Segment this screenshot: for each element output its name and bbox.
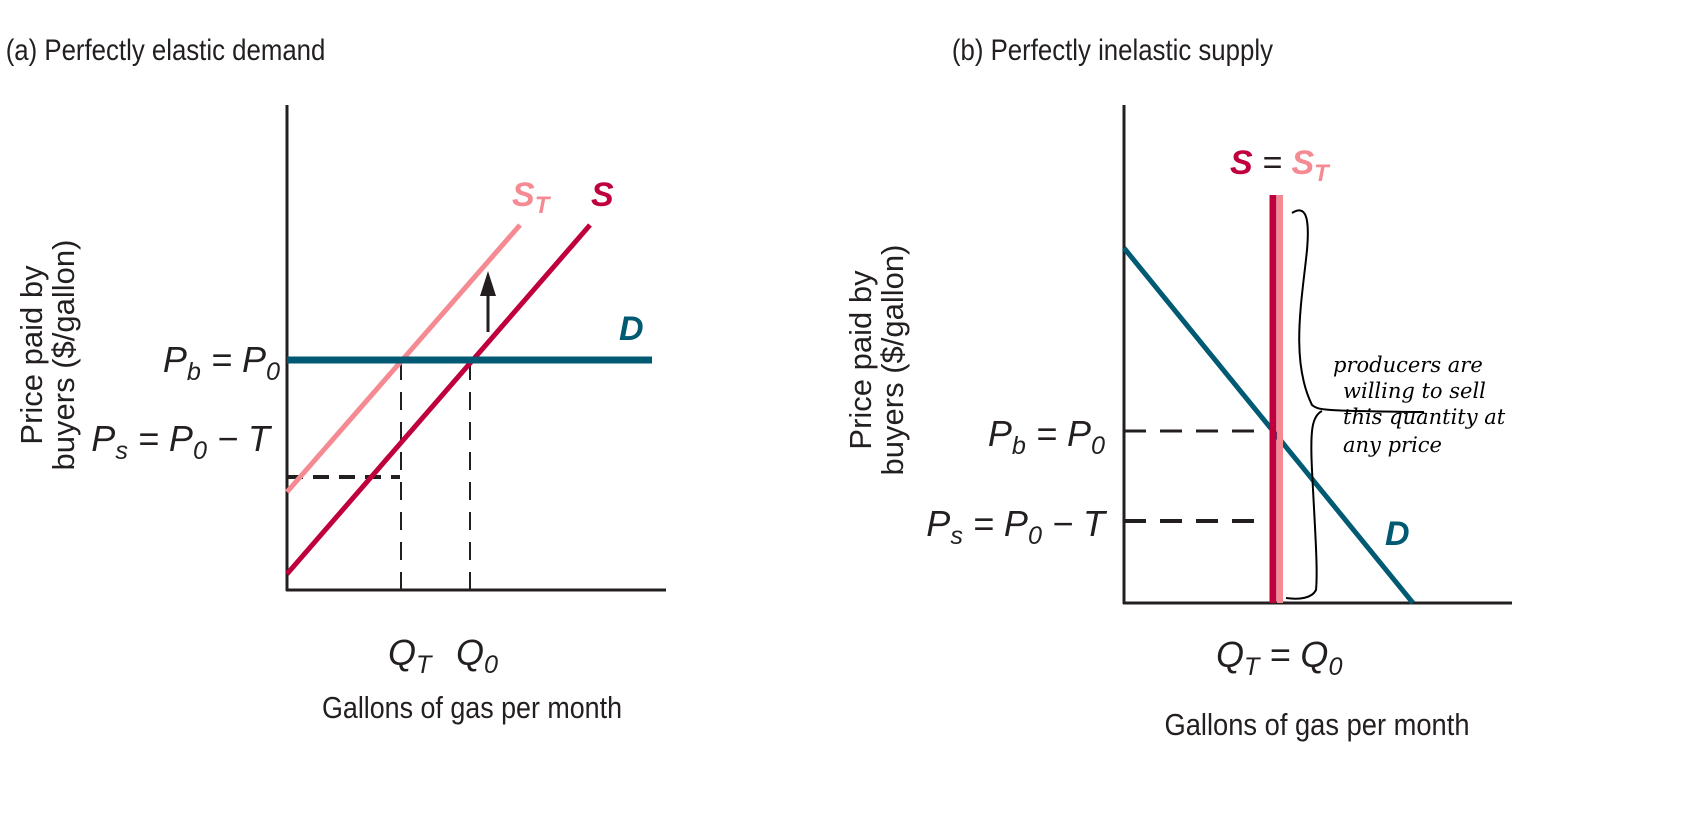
subscript: T <box>1314 160 1331 187</box>
subscript: s <box>950 522 963 550</box>
subscript: 0 <box>266 358 280 386</box>
q0-label: Q0 <box>456 632 498 679</box>
label-text: Q <box>456 632 484 673</box>
subscript: b <box>187 358 201 386</box>
panel-b: (b) Perfectly inelastic supply Price pai… <box>843 33 1512 742</box>
ps-label: Ps = P0 − T <box>926 503 1108 550</box>
panel-a-x-axis-label: Gallons of gas per month <box>322 690 622 725</box>
annotation-line2: willing to sell <box>1343 379 1486 403</box>
y-label-line2: buyers ($/gallon) <box>46 240 81 471</box>
label-text: D <box>1385 515 1410 553</box>
label-text: = <box>1253 144 1292 182</box>
y-label-line1: Price paid by <box>843 270 878 450</box>
annotation-line4: any price <box>1343 433 1442 457</box>
pb-label: Pb = P0 <box>163 339 280 386</box>
subscript: s <box>115 437 128 465</box>
curly-brace-lower <box>1285 410 1323 600</box>
label-text: Q <box>388 632 416 673</box>
panel-a-title: (a) Perfectly elastic demand <box>6 33 326 66</box>
label-text: P <box>926 503 950 544</box>
demand-curve <box>1122 246 1415 605</box>
subscript: 0 <box>484 651 498 679</box>
annotation-line3: this quantity at <box>1343 405 1506 429</box>
supply-curve <box>285 223 592 576</box>
label-text: P <box>163 339 187 380</box>
subscript: T <box>416 651 433 679</box>
panel-a-y-axis-label: Price paid by buyers ($/gallon) <box>14 240 81 471</box>
label-text: P <box>91 418 115 459</box>
label-text: = P <box>963 503 1028 544</box>
d-label: D <box>619 310 644 348</box>
subscript: 0 <box>1028 522 1042 550</box>
label-text: S <box>591 176 614 214</box>
subscript: 0 <box>1328 653 1342 681</box>
label-text: S <box>1291 144 1314 182</box>
label-text: S <box>512 176 535 214</box>
label-text: = P <box>1026 413 1091 454</box>
shift-up-arrow-icon <box>480 271 496 332</box>
label-text: P <box>988 413 1012 454</box>
s-equals-st-label: S = ST <box>1230 144 1331 187</box>
ps-label: Ps = P0 − T <box>91 418 273 465</box>
pb-label: Pb = P0 <box>988 413 1105 460</box>
y-label-line1: Price paid by <box>14 265 49 445</box>
label-text: − T <box>1042 503 1108 544</box>
curly-brace-icon <box>1291 209 1425 413</box>
d-label: D <box>1385 515 1410 553</box>
subscript: 0 <box>1091 432 1105 460</box>
s-label: S <box>591 176 614 214</box>
panel-a: (a) Perfectly elastic demand Price paid … <box>6 33 666 725</box>
panel-b-y-axis-label: Price paid by buyers ($/gallon) <box>843 245 910 476</box>
handwritten-annotation: producers are willing to sell this quant… <box>1333 353 1506 457</box>
label-text: D <box>619 310 644 348</box>
subscript: 0 <box>193 437 207 465</box>
label-text: = P <box>128 418 193 459</box>
label-text: Q <box>1216 634 1244 675</box>
subscript: b <box>1012 432 1026 460</box>
label-text: = P <box>201 339 266 380</box>
label-text: = Q <box>1259 634 1328 675</box>
panel-b-x-axis-label: Gallons of gas per month <box>1165 707 1470 742</box>
qt-label: QT <box>388 632 433 679</box>
annotation-line1: producers are <box>1333 353 1483 377</box>
label-text: − T <box>207 418 273 459</box>
qt-equals-q0-label: QT = Q0 <box>1216 634 1342 681</box>
subscript: T <box>1244 653 1261 681</box>
y-label-line2: buyers ($/gallon) <box>875 245 910 476</box>
panel-b-title: (b) Perfectly inelastic supply <box>952 33 1273 66</box>
subscript: T <box>535 192 552 219</box>
label-text: S <box>1230 144 1253 182</box>
st-label: ST <box>512 176 552 219</box>
